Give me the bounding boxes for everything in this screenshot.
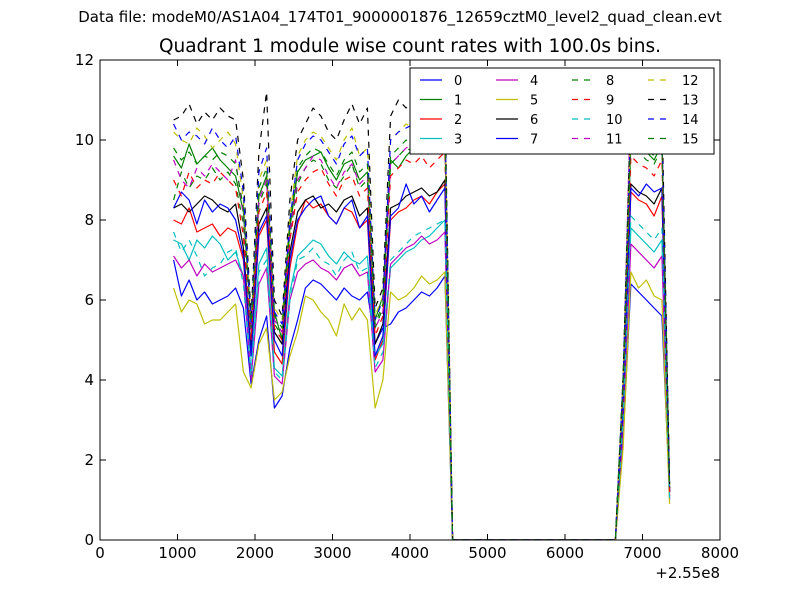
legend-label-4: 4 [530, 74, 538, 89]
legend-label-3: 3 [454, 133, 462, 148]
series-line-14 [173, 111, 671, 540]
y-tick-label: 8 [84, 211, 94, 229]
legend-label-11: 11 [606, 133, 623, 148]
legend-label-15: 15 [682, 133, 699, 148]
x-offset-label: +2.55e8 [655, 564, 720, 582]
x-tick-label: 4000 [391, 544, 429, 562]
legend-label-12: 12 [682, 74, 699, 89]
legend-label-1: 1 [454, 94, 462, 109]
y-tick-label: 4 [84, 371, 94, 389]
x-tick-label: 8000 [701, 544, 739, 562]
chart-title: Quadrant 1 module wise count rates with … [158, 36, 662, 57]
series-line-2 [173, 183, 671, 540]
series-line-4 [173, 231, 671, 540]
series-line-10 [173, 215, 671, 540]
series-line-3 [173, 219, 671, 540]
legend-label-7: 7 [530, 133, 538, 148]
x-tick-label: 5000 [468, 544, 506, 562]
legend-box [409, 67, 715, 155]
series-line-6 [173, 179, 671, 540]
legend-label-14: 14 [682, 113, 699, 128]
legend-label-13: 13 [682, 94, 699, 109]
x-tick-label: 7000 [623, 544, 661, 562]
figure-suptitle: Data file: modeM0/AS1A04_174T01_90000018… [78, 8, 722, 26]
x-tick-label: 6000 [546, 544, 584, 562]
y-tick-label: 2 [84, 451, 94, 469]
legend-label-8: 8 [606, 74, 614, 89]
legend-label-0: 0 [454, 74, 462, 89]
x-tick-label: 3000 [313, 544, 351, 562]
legend-label-6: 6 [530, 113, 538, 128]
legend-label-5: 5 [530, 94, 538, 109]
legend-label-2: 2 [454, 113, 462, 128]
series-line-7 [173, 183, 671, 540]
y-tick-label: 12 [75, 51, 94, 69]
x-tick-label: 1000 [158, 544, 196, 562]
series-line-0 [173, 259, 671, 540]
y-tick-label: 0 [84, 531, 94, 549]
series-layer [173, 87, 671, 540]
y-tick-label: 10 [75, 131, 94, 149]
x-tick-label: 0 [95, 544, 105, 562]
series-line-13 [173, 91, 671, 540]
x-tick-label: 2000 [236, 544, 274, 562]
legend-label-10: 10 [606, 113, 623, 128]
legend-label-9: 9 [606, 94, 614, 109]
axis-ticks: 0 1000 2000 3000 4000 5000 6000 7000 80000246810… [75, 51, 739, 562]
y-tick-label: 6 [84, 291, 94, 309]
series-line-5 [173, 271, 671, 540]
